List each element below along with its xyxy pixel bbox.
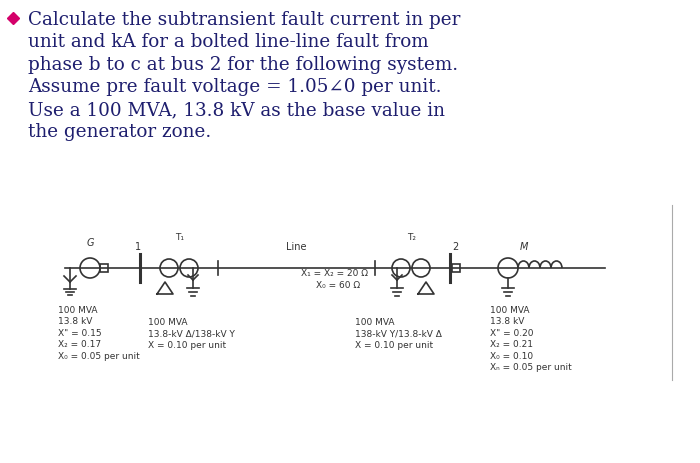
Text: 2: 2	[452, 242, 458, 252]
Text: Line: Line	[286, 242, 307, 252]
Text: G: G	[86, 238, 94, 248]
Text: Calculate the subtransient fault current in per
unit and kA for a bolted line-li: Calculate the subtransient fault current…	[28, 11, 461, 141]
Text: X₁ = X₂ = 20 Ω: X₁ = X₂ = 20 Ω	[301, 269, 368, 278]
Bar	[452, 264, 460, 272]
Text: T₂: T₂	[407, 233, 416, 242]
Text: 100 MVA
13.8 kV
X" = 0.20
X₂ = 0.21
X₀ = 0.10
Xₙ = 0.05 per unit: 100 MVA 13.8 kV X" = 0.20 X₂ = 0.21 X₀ =…	[490, 306, 572, 372]
Text: 100 MVA
13.8-kV Δ/138-kV Y
X = 0.10 per unit: 100 MVA 13.8-kV Δ/138-kV Y X = 0.10 per …	[148, 318, 235, 350]
Text: X₀ = 60 Ω: X₀ = 60 Ω	[316, 281, 360, 290]
Text: M: M	[520, 242, 528, 252]
Text: T₁: T₁	[176, 233, 185, 242]
Text: 100 MVA
138-kV Y/13.8-kV Δ
X = 0.10 per unit: 100 MVA 138-kV Y/13.8-kV Δ X = 0.10 per …	[355, 318, 442, 350]
Bar	[100, 264, 108, 272]
Text: 100 MVA
13.8 kV
X" = 0.15
X₂ = 0.17
X₀ = 0.05 per unit: 100 MVA 13.8 kV X" = 0.15 X₂ = 0.17 X₀ =…	[58, 306, 140, 361]
Text: 1: 1	[135, 242, 141, 252]
